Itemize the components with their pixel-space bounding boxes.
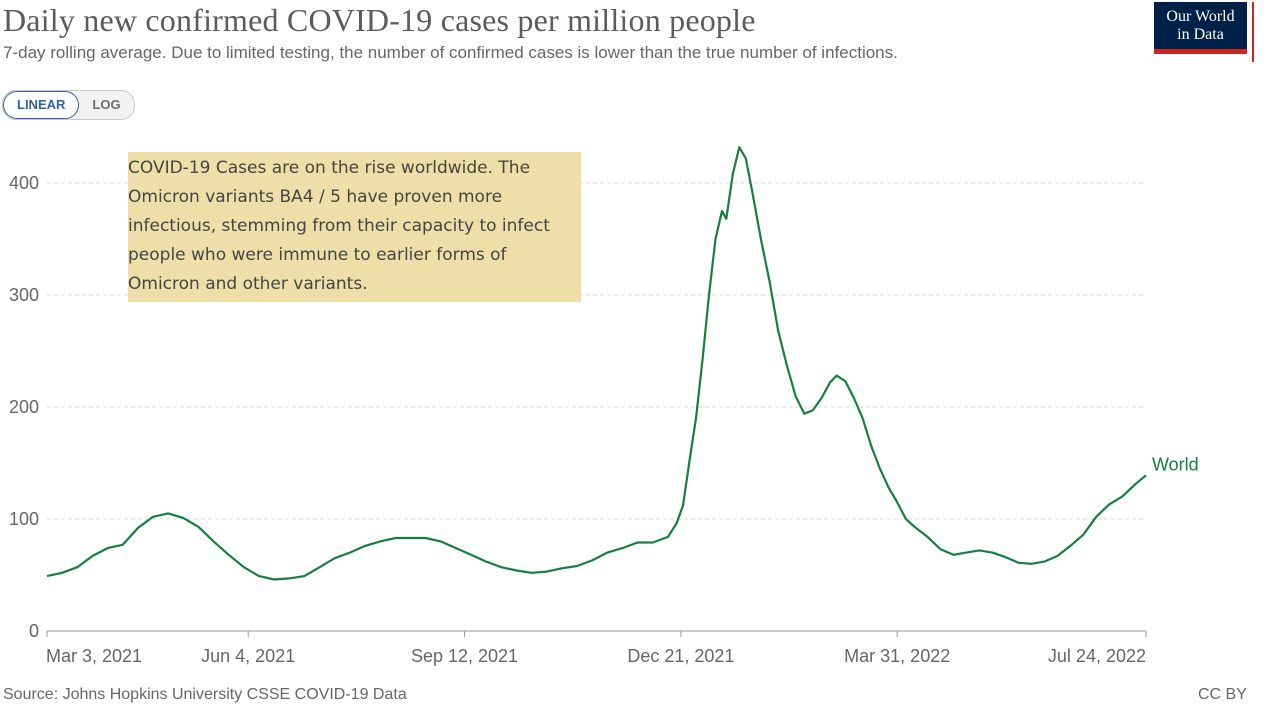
logo-accent-bar <box>1252 2 1254 62</box>
y-tick-label-0: 0 <box>29 621 39 641</box>
x-tick-label: Dec 21, 2021 <box>627 646 734 666</box>
scale-toggle[interactable]: LINEAR LOG <box>2 90 135 120</box>
logo-line-2: in Data <box>1177 26 1224 43</box>
license-label[interactable]: CC BY <box>1198 686 1247 703</box>
source-note[interactable]: Source: Johns Hopkins University CSSE CO… <box>3 686 407 703</box>
y-tick-label-100: 100 <box>9 509 39 529</box>
x-tick-label: Jun 4, 2021 <box>201 646 295 666</box>
logo-line-1: Our World <box>1166 8 1235 25</box>
x-tick-label: Sep 12, 2021 <box>411 646 518 666</box>
annotation-box: COVID-19 Cases are on the rise worldwide… <box>128 152 581 302</box>
chart-title: Daily new confirmed COVID-19 cases per m… <box>3 2 756 38</box>
series-layer: World <box>46 146 1199 581</box>
series-label-world: World <box>1152 454 1199 474</box>
x-tick-label: Jul 24, 2022 <box>1048 646 1146 666</box>
y-tick-label-300: 300 <box>9 285 39 305</box>
chart-subtitle: 7-day rolling average. Due to limited te… <box>3 43 898 62</box>
x-tick-label: Mar 3, 2021 <box>46 646 142 666</box>
x-axis: Mar 3, 2021 Jun 4, 2021 Sep 12, 2021 Dec 21… <box>46 630 1147 666</box>
series-line-world <box>46 146 1147 581</box>
y-tick-label-200: 200 <box>9 397 39 417</box>
x-tick-label: Mar 31, 2022 <box>844 646 950 666</box>
y-axis-ticks: 0 100 200 300 400 <box>9 173 39 641</box>
y-tick-label-400: 400 <box>9 173 39 193</box>
owid-logo[interactable]: Our World in Data <box>1154 2 1247 54</box>
log-scale-button[interactable]: LOG <box>92 97 121 112</box>
linear-scale-button[interactable]: LINEAR <box>3 91 80 119</box>
